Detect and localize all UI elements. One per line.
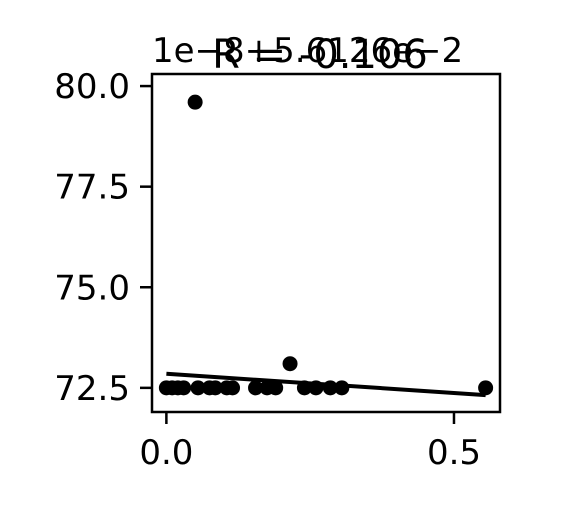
data-point-4 [187,94,203,110]
data-point-9 [225,380,241,396]
y-tick-label-1: 75.0 [54,268,130,308]
data-point-16 [322,380,338,396]
data-point-12 [268,380,284,396]
data-point-10 [248,380,264,396]
plot-frame [150,72,502,414]
x-tick-label-0: 0.0 [139,433,193,473]
chart-title: R = -0.106 [212,32,428,78]
y-tick-label-3: 80.0 [54,67,130,107]
points-layer [158,94,494,396]
data-point-7 [207,380,223,396]
y-tick-label-2: 77.5 [54,168,130,208]
data-point-13 [282,356,298,372]
data-point-3 [176,380,192,396]
x-axis-ticks: 0.0 0.5 [139,412,481,473]
data-point-17 [334,380,350,396]
data-point-14 [296,380,312,396]
x-tick-label-1: 0.5 [427,433,481,473]
data-point-15 [308,380,324,396]
y-tick-label-0: 72.5 [54,369,130,409]
data-point-5 [190,380,206,396]
data-point-18 [478,380,494,396]
y-axis-ticks: 72.5 75.0 77.5 80.0 [54,67,152,409]
x-offset-label: 1e−8+5.6126e−2 [152,31,463,71]
